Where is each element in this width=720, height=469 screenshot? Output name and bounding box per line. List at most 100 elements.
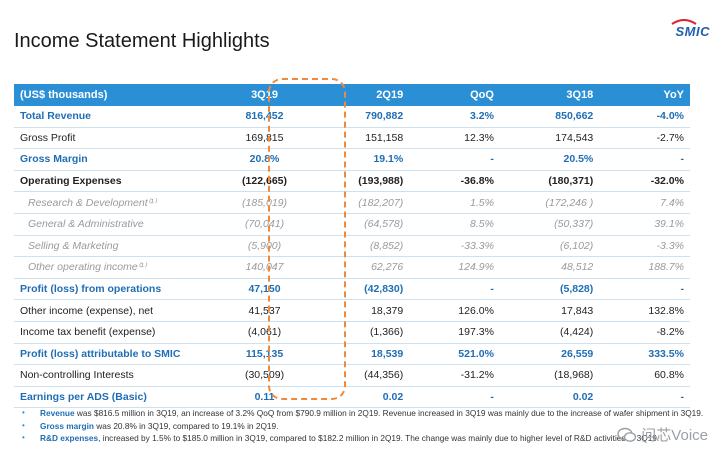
- value-3q19: 0.11: [219, 386, 310, 409]
- row-label: Operating Expenses: [14, 170, 220, 193]
- note-revenue: • Revenue was $816.5 million in 3Q19, an…: [22, 408, 704, 418]
- header-qoq: QoQ: [409, 84, 500, 106]
- table-row: Income tax benefit (expense) (4,061) (1,36…: [14, 321, 690, 344]
- value-yoy: -: [599, 148, 690, 171]
- value-3q19: (185,019): [219, 191, 310, 214]
- value-2q19: (42,830): [309, 278, 410, 301]
- value-qoq: 8.5%: [409, 213, 500, 236]
- value-yoy: -: [599, 386, 690, 409]
- value-3q18: (50,337): [499, 213, 600, 236]
- table-row: Gross Margin 20.8% 19.1% -20.5% -: [14, 148, 690, 171]
- value-qoq: 124.9%: [409, 256, 500, 279]
- value-qoq: -: [409, 148, 500, 171]
- value-yoy: -8.2%: [599, 321, 690, 344]
- row-label: Other operating income⁽¹⁾: [14, 256, 220, 279]
- value-3q19: 140,047: [219, 256, 310, 279]
- value-yoy: -3.3%: [599, 235, 690, 258]
- value-3q19: 816,452: [219, 106, 310, 128]
- value-2q19: (182,207): [309, 191, 410, 214]
- value-2q19: 790,882: [309, 106, 410, 128]
- value-3q18: 174,543: [499, 127, 600, 150]
- value-yoy: -: [599, 278, 690, 301]
- value-yoy: 132.8%: [599, 299, 690, 322]
- value-3q18: 0.02: [499, 386, 600, 409]
- value-3q18: (180,371): [499, 170, 600, 193]
- value-3q18: 26,559: [499, 343, 600, 366]
- row-label: Non-controlling Interests: [14, 364, 220, 387]
- value-2q19: 19.1%: [309, 148, 410, 171]
- value-3q18: (172,246 ): [499, 191, 600, 214]
- table-row: Gross Profit 169,815 151,158 12.3% 174,543 -2…: [14, 127, 690, 150]
- value-2q19: 0.02: [309, 386, 410, 409]
- value-qoq: -31.2%: [409, 364, 500, 387]
- value-3q18: (6,102): [499, 235, 600, 258]
- header-units: (US$ thousands): [14, 84, 220, 106]
- note-gross-margin: • Gross margin was 20.8% in 3Q19, compar…: [22, 420, 279, 431]
- value-3q19: (4,061): [219, 321, 310, 344]
- value-3q18: (5,828): [499, 278, 600, 301]
- value-3q19: 169,815: [219, 127, 310, 150]
- header-3q19: 3Q19: [219, 84, 310, 106]
- value-qoq: -36.8%: [409, 170, 500, 193]
- watermark-text: 问芯Voice: [641, 427, 708, 444]
- value-yoy: -32.0%: [599, 170, 690, 193]
- table-row: Selling & Marketing (5,900) (8,852) -33.3%(…: [14, 235, 690, 258]
- value-3q18: 850,662: [499, 106, 600, 128]
- footnotes: • Revenue was $816.5 million in 3Q19, an…: [18, 408, 708, 446]
- note-rd-expenses: • R&D expenses, increased by 1.5% to $18…: [22, 433, 660, 443]
- value-3q19: (122,665): [219, 170, 310, 193]
- table-row: Research & Development⁽¹⁾ (185,019) (182,2…: [14, 191, 690, 214]
- value-qoq: 521.0%: [409, 343, 500, 366]
- table-row: Operating Expenses (122,665) (193,988) -36.…: [14, 170, 690, 193]
- header-3q18: 3Q18: [499, 84, 600, 106]
- table-row: Profit (loss) attributable to SMIC 115,13…: [14, 343, 690, 366]
- table-row: Non-controlling Interests (30,509) (44,356…: [14, 364, 690, 387]
- table-row: General & Administrative (70,041) (64,578)…: [14, 213, 690, 236]
- smic-logo-icon: [671, 19, 697, 25]
- page-title: Income Statement Highlights: [14, 30, 270, 52]
- value-2q19: (64,578): [309, 213, 410, 236]
- value-3q19: (30,509): [219, 364, 310, 387]
- value-qoq: 12.3%: [409, 127, 500, 150]
- table-row: Profit (loss) from operations 47,150 (42,8…: [14, 278, 690, 301]
- value-3q18: (18,968): [499, 364, 600, 387]
- value-3q19: 41,537: [219, 299, 310, 322]
- value-qoq: 1.5%: [409, 191, 500, 214]
- value-yoy: 7.4%: [599, 191, 690, 214]
- header-2q19: 2Q19: [309, 84, 410, 106]
- value-2q19: 18,539: [309, 343, 410, 366]
- row-label: Total Revenue: [14, 106, 220, 128]
- value-yoy: 60.8%: [599, 364, 690, 387]
- value-3q19: (5,900): [219, 235, 310, 258]
- value-3q18: 17,843: [499, 299, 600, 322]
- value-3q19: 47,150: [219, 278, 310, 301]
- value-2q19: 18,379: [309, 299, 410, 322]
- watermark: 问芯Voice: [617, 424, 708, 445]
- bullet-icon: •: [22, 420, 25, 430]
- wechat-icon: [617, 427, 637, 442]
- row-label: Profit (loss) attributable to SMIC: [14, 343, 220, 366]
- value-3q19: (70,041): [219, 213, 310, 236]
- row-label: Earnings per ADS (Basic): [14, 386, 220, 409]
- row-label: Other income (expense), net: [14, 299, 220, 322]
- value-yoy: 188.7%: [599, 256, 690, 279]
- row-label: Gross Margin: [14, 148, 220, 171]
- table-row: Earnings per ADS (Basic) 0.11 0.02-0.02-: [14, 386, 690, 409]
- value-2q19: (44,356): [309, 364, 410, 387]
- value-3q18: (4,424): [499, 321, 600, 344]
- smic-logo-text: SMIC: [675, 24, 710, 39]
- value-3q18: 48,512: [499, 256, 600, 279]
- bullet-icon: •: [22, 408, 25, 417]
- value-2q19: (8,852): [309, 235, 410, 258]
- value-3q18: 20.5%: [499, 148, 600, 171]
- value-2q19: 151,158: [309, 127, 410, 150]
- table-row: Other income (expense), net 41,537 18,379 1…: [14, 299, 690, 322]
- value-yoy: 333.5%: [599, 343, 690, 366]
- value-qoq: 126.0%: [409, 299, 500, 322]
- value-2q19: (193,988): [309, 170, 410, 193]
- value-qoq: -33.3%: [409, 235, 500, 258]
- value-qoq: 3.2%: [409, 106, 500, 128]
- value-3q19: 20.8%: [219, 148, 310, 171]
- table-row: Total Revenue 816,452 790,882 3.2% 850,662 -4…: [14, 106, 690, 128]
- header-yoy: YoY: [599, 84, 690, 106]
